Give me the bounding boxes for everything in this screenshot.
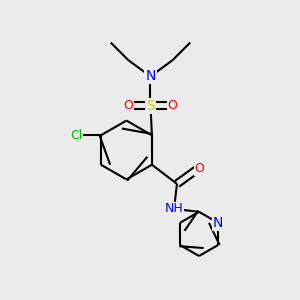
Text: O: O [195,162,205,175]
Text: N: N [145,69,156,83]
Text: NH: NH [165,202,183,215]
Text: O: O [168,99,178,112]
Text: N: N [213,216,224,230]
Text: S: S [146,99,155,113]
Text: O: O [124,99,133,112]
Text: Cl: Cl [70,129,82,142]
